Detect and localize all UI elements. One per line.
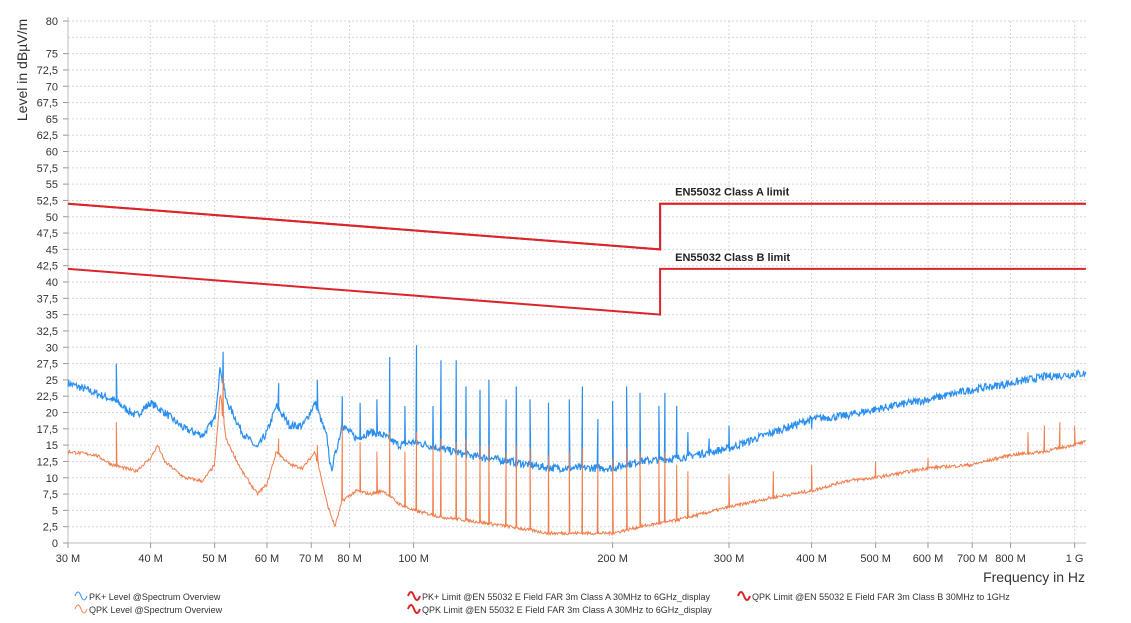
y-tick-label: 72,5 bbox=[37, 65, 58, 77]
y-tick-label: 20 bbox=[46, 408, 58, 420]
legend-wave-icon bbox=[74, 604, 88, 614]
limit-annotation: EN55032 Class B limit bbox=[675, 252, 790, 264]
y-tick-label: 65 bbox=[46, 114, 58, 126]
series-lines bbox=[67, 202, 1087, 537]
x-tick-label: 600 M bbox=[913, 553, 944, 565]
y-tick-label: 67,5 bbox=[37, 98, 58, 110]
y-tick-label: 15 bbox=[46, 440, 58, 452]
limit-line bbox=[67, 202, 1086, 251]
x-tick-label: 400 M bbox=[796, 553, 827, 565]
y-tick-label: 10 bbox=[46, 473, 58, 485]
y-tick-label: 80 bbox=[46, 16, 58, 28]
y-tick-label: 37,5 bbox=[37, 293, 58, 305]
limit-line bbox=[67, 267, 1086, 316]
y-tick-label: 30 bbox=[46, 342, 58, 354]
legend-wave-icon bbox=[737, 591, 751, 601]
y-tick-label: 12,5 bbox=[37, 456, 58, 468]
legend-label: QPK Limit @EN 55032 E Field FAR 3m Class… bbox=[422, 605, 712, 615]
y-tick-label: 17,5 bbox=[37, 424, 58, 436]
x-tick-label: 700 M bbox=[957, 553, 988, 565]
y-tick-label: 57,5 bbox=[37, 163, 58, 175]
x-tick-label: 1 G bbox=[1066, 553, 1084, 565]
x-tick-label: 80 M bbox=[337, 553, 361, 565]
y-tick-label: 52,5 bbox=[37, 195, 58, 207]
grid bbox=[68, 20, 1086, 543]
qpk-level-line bbox=[67, 376, 1086, 537]
annotations: EN55032 Class A limit EN55032 Class B lim… bbox=[675, 187, 790, 264]
legend-wave-icon bbox=[407, 591, 421, 601]
y-tick-label: 35 bbox=[46, 310, 58, 322]
legend-label: PK+ Limit @EN 55032 E Field FAR 3m Class… bbox=[422, 592, 711, 602]
y-tick-label: 7,5 bbox=[43, 489, 58, 501]
x-tick-label: 50 M bbox=[202, 553, 226, 565]
y-tick-label: 75 bbox=[46, 49, 58, 61]
y-tick-label: 70 bbox=[46, 81, 58, 93]
x-tick-label: 200 M bbox=[597, 553, 628, 565]
legend-wave-icon bbox=[407, 604, 421, 614]
limit-annotation: EN55032 Class A limit bbox=[675, 187, 789, 199]
y-tick-label: 55 bbox=[46, 179, 58, 191]
y-tick-label: 60 bbox=[46, 147, 58, 159]
x-tick-label: 40 M bbox=[138, 553, 162, 565]
y-tick-label: 25 bbox=[46, 375, 58, 387]
x-tick-label: 800 M bbox=[995, 553, 1026, 565]
x-tick-label: 300 M bbox=[714, 553, 745, 565]
y-tick-label: 62,5 bbox=[37, 130, 58, 142]
legend-label: QPK Limit @EN 55032 E Field FAR 3m Class… bbox=[752, 592, 1010, 602]
y-tick-label: 32,5 bbox=[37, 326, 58, 338]
y-tick-label: 45 bbox=[46, 244, 58, 256]
y-tick-label: 42,5 bbox=[37, 261, 58, 273]
y-tick-label: 27,5 bbox=[37, 359, 58, 371]
x-tick-label: 30 M bbox=[56, 553, 80, 565]
x-axis-title: Frequency in Hz bbox=[983, 569, 1085, 585]
x-tick-label: 500 M bbox=[860, 553, 891, 565]
y-tick-label: 40 bbox=[46, 277, 58, 289]
x-tick-label: 60 M bbox=[255, 553, 279, 565]
legend-wave-icon bbox=[74, 591, 88, 601]
y-axis-title: Level in dBµV/m bbox=[14, 19, 30, 121]
legend: PK+ Level @Spectrum Overview QPK Level @S… bbox=[74, 591, 1010, 615]
y-tick-label: 0 bbox=[52, 538, 58, 550]
legend-label: PK+ Level @Spectrum Overview bbox=[89, 592, 221, 602]
y-tick-label: 2,5 bbox=[43, 522, 58, 534]
y-tick-label: 50 bbox=[46, 212, 58, 224]
legend-label: QPK Level @Spectrum Overview bbox=[89, 605, 223, 615]
y-tick-label: 22,5 bbox=[37, 391, 58, 403]
x-tick-label: 100 M bbox=[398, 553, 429, 565]
pk-level-line bbox=[67, 345, 1087, 474]
x-tick-label: 70 M bbox=[299, 553, 323, 565]
y-tick-label: 5 bbox=[52, 505, 58, 517]
y-tick-label: 47,5 bbox=[37, 228, 58, 240]
axes: 02,557,51012,51517,52022,52527,53032,535… bbox=[37, 16, 1086, 565]
